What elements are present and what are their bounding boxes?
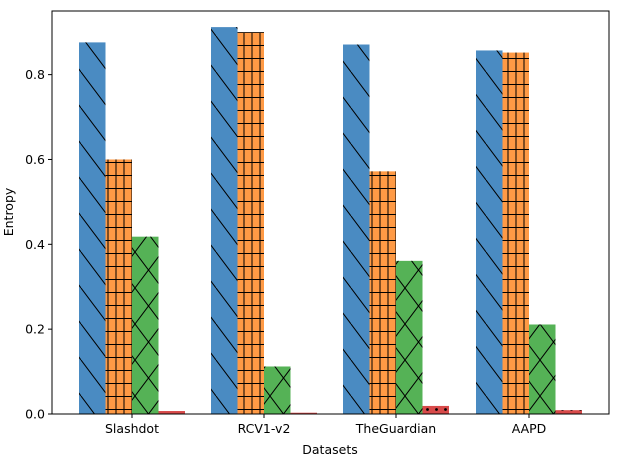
bar-hatch-slashdot-series-3 <box>132 236 159 414</box>
x-tick-label: RCV1-v2 <box>238 421 291 436</box>
y-tick-label: 0.0 <box>25 407 45 422</box>
y-tick-label: 0.8 <box>25 67 45 82</box>
bar-hatch-aapd-series-3 <box>529 324 556 414</box>
x-axis-label: Datasets <box>302 442 357 457</box>
bar-hatch-theguardian-series-4 <box>422 405 449 414</box>
plot-frame <box>51 10 610 415</box>
bar-hatch-theguardian-series-3 <box>396 260 423 414</box>
bar-hatch-theguardian-series-1 <box>343 44 370 414</box>
bar-hatch-slashdot-series-4 <box>158 411 185 414</box>
x-axis-ticks: Slashdot RCV1-v2 TheGuardian AAPD <box>105 414 546 436</box>
bar-hatch-rcv1-v2-series-3 <box>264 366 291 414</box>
y-tick-label: 0.4 <box>25 237 45 252</box>
bar-hatch-aapd-series-4 <box>555 410 582 414</box>
bar-hatch-rcv1-v2-series-1 <box>211 27 238 415</box>
y-axis-label: Entropy <box>1 187 16 236</box>
bar-hatch-aapd-series-1 <box>476 50 503 415</box>
x-tick-label: TheGuardian <box>355 421 436 436</box>
bars-group <box>79 27 582 415</box>
bar-hatch-rcv1-v2-series-4 <box>290 412 317 414</box>
y-tick-label: 0.2 <box>25 322 45 337</box>
bar-hatch-theguardian-series-2 <box>369 171 396 414</box>
bar-hatch-slashdot-series-1 <box>79 42 106 415</box>
y-axis-ticks: 0.0 0.2 0.4 0.6 0.8 <box>25 67 52 422</box>
x-tick-label: Slashdot <box>105 421 159 436</box>
x-tick-label: AAPD <box>512 421 547 436</box>
y-tick-label: 0.6 <box>25 152 45 167</box>
bar-hatch-aapd-series-2 <box>502 52 529 414</box>
bar-hatch-slashdot-series-2 <box>105 159 132 414</box>
bar-hatch-rcv1-v2-series-2 <box>237 32 264 415</box>
